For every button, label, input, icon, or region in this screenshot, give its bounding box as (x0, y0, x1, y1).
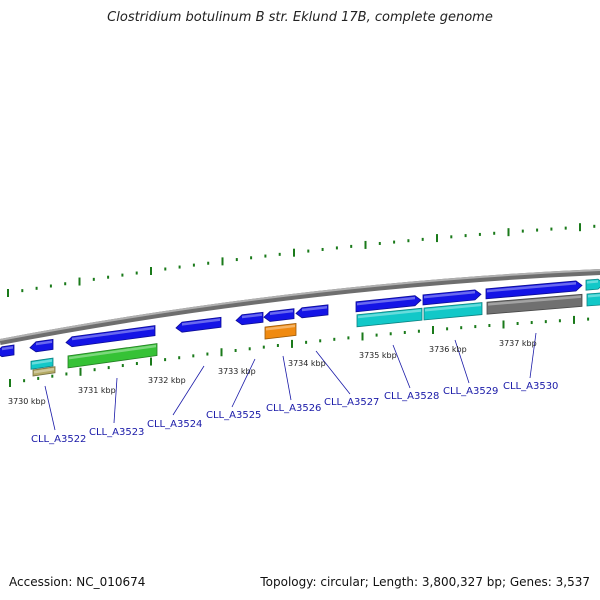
gene-arrow[interactable] (235, 311, 264, 326)
scale-label-3735: 3735 kbp (359, 351, 397, 360)
scale-label-3734: 3734 kbp (288, 359, 326, 368)
label-leader-line (315, 350, 351, 395)
gene-label-CLL_A3523[interactable]: CLL_A3523 (89, 427, 144, 438)
label-leader-line (454, 339, 470, 384)
scale-label-3730: 3730 kbp (8, 397, 46, 406)
gene-arrow[interactable] (0, 344, 15, 358)
scale-label-3733: 3733 kbp (218, 367, 256, 376)
scale-label-3731: 3731 kbp (78, 386, 116, 395)
gene-arrow[interactable] (175, 316, 222, 333)
gene-label-CLL_A3522[interactable]: CLL_A3522 (31, 434, 86, 445)
gene-arrow[interactable] (65, 325, 156, 348)
label-leader-line (282, 355, 292, 401)
scale-label-3737: 3737 kbp (499, 339, 537, 348)
gene-block[interactable] (67, 343, 158, 369)
gene-label-CLL_A3525[interactable]: CLL_A3525 (206, 410, 261, 421)
map-title: Clostridium botulinum B str. Eklund 17B,… (107, 10, 493, 25)
label-leader-line (44, 385, 56, 431)
gene-arrow[interactable] (585, 278, 600, 291)
gene-block[interactable] (586, 292, 600, 307)
gene-label-CLL_A3524[interactable]: CLL_A3524 (147, 419, 202, 430)
genome-backbone (0, 269, 600, 345)
gene-label-CLL_A3528[interactable]: CLL_A3528 (384, 391, 439, 402)
gene-arrow[interactable] (263, 308, 295, 322)
label-leader-line (231, 358, 256, 408)
gene-block[interactable] (486, 293, 583, 315)
label-leader-line (172, 365, 205, 416)
scale-label-3736: 3736 kbp (429, 345, 467, 354)
label-leaders (44, 332, 537, 431)
gene-label-CLL_A3526[interactable]: CLL_A3526 (266, 403, 321, 414)
gene-arrow[interactable] (422, 289, 482, 306)
gene-arrow[interactable] (29, 338, 54, 353)
inner-tick-track (9, 315, 590, 387)
label-leader-line (113, 377, 118, 424)
label-leader-line (392, 344, 411, 389)
gene-block[interactable] (30, 357, 54, 370)
gene-arrow[interactable] (295, 304, 329, 319)
gene-block[interactable] (423, 302, 483, 321)
gene-block[interactable] (264, 323, 297, 340)
gene-track (0, 278, 600, 377)
gene-label-CLL_A3529[interactable]: CLL_A3529 (443, 386, 498, 397)
gene-block[interactable] (356, 307, 423, 328)
gene-block[interactable] (32, 366, 56, 377)
gene-label-CLL_A3530[interactable]: CLL_A3530 (503, 381, 558, 392)
gene-arrow[interactable] (355, 295, 422, 313)
scale-label-3732: 3732 kbp (148, 376, 186, 385)
outer-tick-track (7, 223, 596, 297)
gene-label-CLL_A3527[interactable]: CLL_A3527 (324, 397, 379, 408)
gene-arrow[interactable] (485, 280, 583, 300)
accession-text: Accession: NC_010674 (9, 575, 146, 589)
label-leader-line (529, 332, 537, 379)
genome-summary: Topology: circular; Length: 3,800,327 bp… (260, 575, 590, 589)
